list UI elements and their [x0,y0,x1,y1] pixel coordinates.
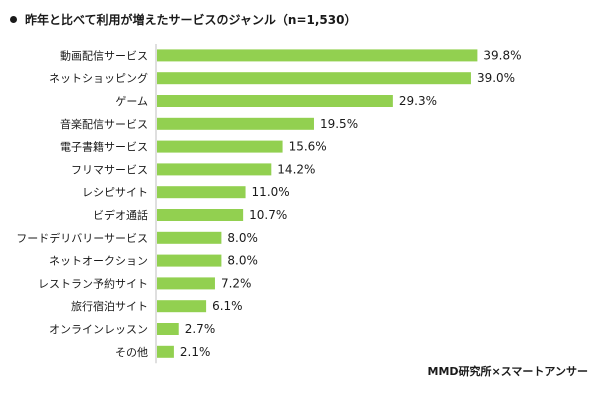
data-label: 39.8% [483,48,521,62]
bar [157,254,222,267]
data-label: 7.2% [221,276,252,290]
chart-title: 昨年と比べて利用が増えたサービスのジャンル（n=1,530） [10,11,356,29]
data-label: 2.7% [185,322,216,336]
source-credit: MMD研究所×スマートアンサー [427,365,588,378]
category-label: レシピサイト [82,186,148,199]
category-label: ゲーム [115,95,148,108]
category-label: 旅行宿泊サイト [71,299,148,313]
data-label: 8.0% [227,254,258,268]
category-label: 動画配信サービス [60,48,148,62]
bar [157,323,179,335]
category-label: フリマサービス [71,163,148,176]
category-label: ビデオ通話 [93,208,148,222]
category-label: ネットオークション [49,255,148,268]
data-label: 19.5% [320,117,358,131]
category-label: フードデリバリーサービス [16,231,148,245]
bar [157,209,244,221]
category-label: 電子書籍サービス [60,140,148,154]
data-label: 29.3% [399,94,437,108]
bar [157,186,246,199]
data-label: 15.6% [289,140,327,154]
data-label: 8.0% [227,231,258,245]
category-label: ネットショッピング [49,71,148,85]
bullet-icon [10,16,17,23]
category-label: その他 [115,346,148,359]
data-label: 2.1% [180,345,211,359]
bar [157,231,222,244]
bar [157,117,314,130]
data-label: 6.1% [212,299,243,313]
bar [157,163,272,176]
data-label: 10.7% [249,208,287,222]
chart-title-text: 昨年と比べて利用が増えたサービスのジャンル（n=1,530） [25,13,357,27]
bar [157,345,174,358]
bar [157,300,207,313]
data-label: 11.0% [252,185,290,199]
bar [157,49,478,62]
category-label: レストラン予約サイト [38,276,148,290]
data-label: 39.0% [477,71,515,85]
category-label: オンラインレッスン [49,323,148,336]
data-label: 14.2% [277,162,315,176]
category-label: 音楽配信サービス [60,117,148,131]
bar [157,72,471,85]
bar [157,140,283,153]
bar [157,277,215,290]
bar [157,95,393,107]
